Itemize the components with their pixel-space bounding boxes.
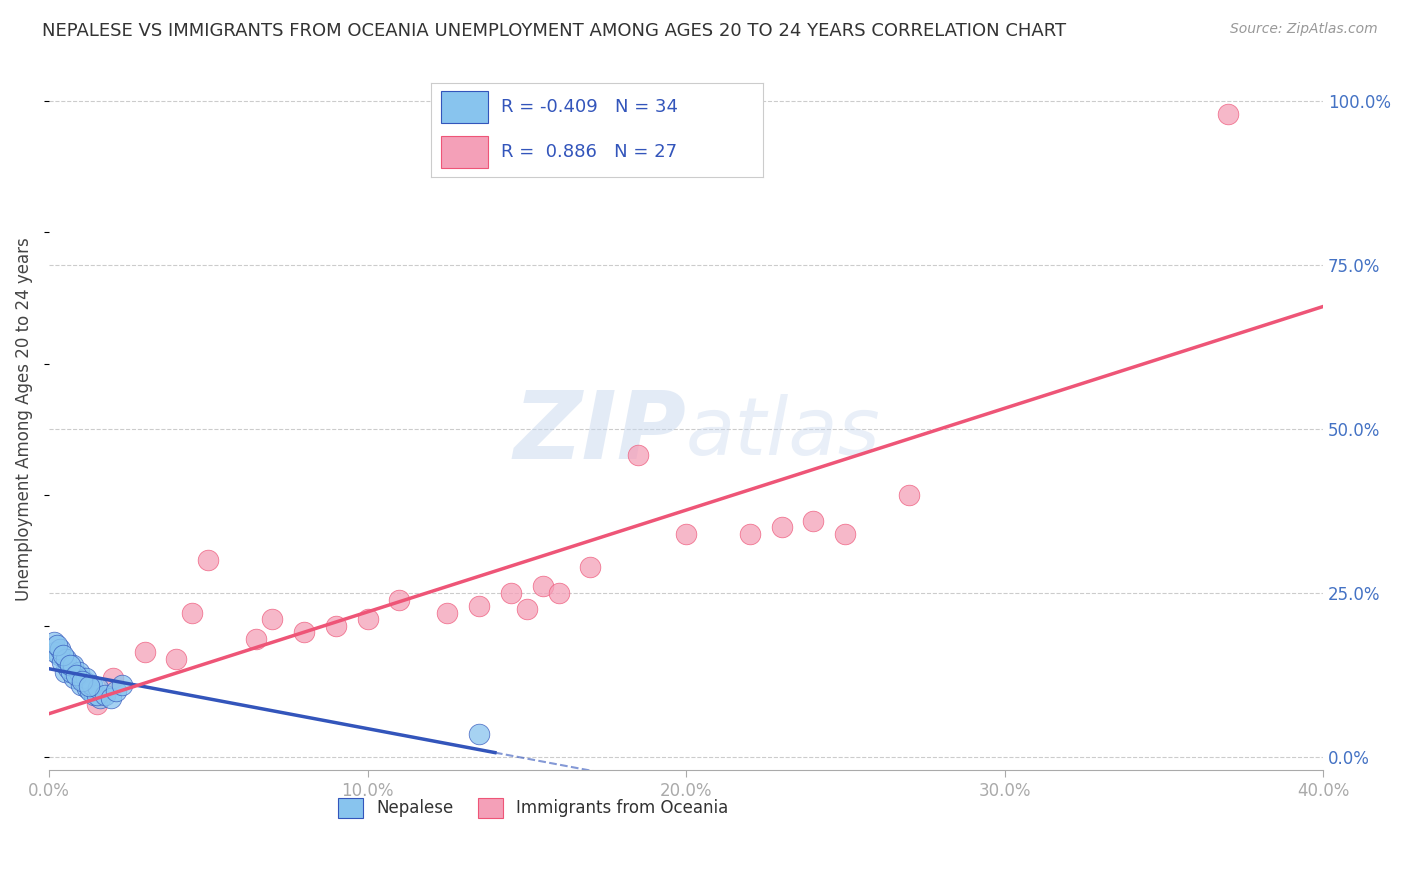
Point [547, 586, 569, 600]
Point [55, 651, 77, 665]
Text: NEPALESE VS IMMIGRANTS FROM OCEANIA UNEMPLOYMENT AMONG AGES 20 TO 24 YEARS CORRE: NEPALESE VS IMMIGRANTS FROM OCEANIA UNEM… [42, 22, 1066, 40]
Point [89, 690, 111, 705]
Point [77, 679, 100, 693]
Point [165, 651, 187, 665]
Text: ZIP: ZIP [513, 387, 686, 479]
Point [104, 684, 127, 698]
Point [111, 678, 134, 692]
Point [436, 606, 458, 620]
Point [245, 632, 267, 646]
Point [53, 665, 76, 679]
Point [356, 612, 378, 626]
Point [60, 665, 83, 679]
Point [49, 641, 72, 656]
Point [62, 658, 84, 673]
Point [86, 688, 108, 702]
Point [66, 668, 89, 682]
Point [45, 639, 67, 653]
Point [834, 527, 856, 541]
Text: atlas: atlas [686, 394, 880, 472]
Point [86, 698, 108, 712]
Point [260, 612, 283, 626]
Point [87, 681, 110, 695]
Point [51, 655, 73, 669]
Point [75, 671, 97, 685]
Point [898, 488, 921, 502]
Point [72, 674, 94, 689]
Point [468, 599, 491, 613]
Point [59, 658, 82, 673]
Point [388, 592, 411, 607]
Point [516, 602, 538, 616]
Point [73, 674, 96, 689]
Point [52, 648, 75, 663]
Point [197, 553, 219, 567]
Y-axis label: Unemployment Among Ages 20 to 24 years: Unemployment Among Ages 20 to 24 years [15, 237, 32, 601]
Point [1216, 107, 1239, 121]
Point [76, 681, 98, 695]
Point [325, 619, 347, 633]
Point [738, 527, 761, 541]
Point [675, 527, 697, 541]
Point [69, 678, 91, 692]
Point [44, 645, 66, 659]
Point [292, 625, 315, 640]
Point [134, 645, 156, 659]
Point [67, 665, 90, 679]
Point [468, 727, 491, 741]
Point [770, 520, 793, 534]
Point [56, 661, 79, 675]
Point [101, 671, 124, 685]
Point [803, 514, 825, 528]
Point [181, 606, 204, 620]
Point [83, 688, 105, 702]
Point [48, 648, 70, 663]
Point [531, 579, 554, 593]
Point [627, 448, 650, 462]
Point [42, 635, 65, 649]
Legend: Nepalese, Immigrants from Oceania: Nepalese, Immigrants from Oceania [330, 791, 735, 825]
Point [79, 684, 101, 698]
Point [63, 671, 86, 685]
Point [579, 559, 602, 574]
Point [80, 678, 103, 692]
Point [93, 688, 115, 702]
Point [100, 690, 122, 705]
Text: Source: ZipAtlas.com: Source: ZipAtlas.com [1230, 22, 1378, 37]
Point [65, 668, 87, 682]
Point [499, 586, 522, 600]
